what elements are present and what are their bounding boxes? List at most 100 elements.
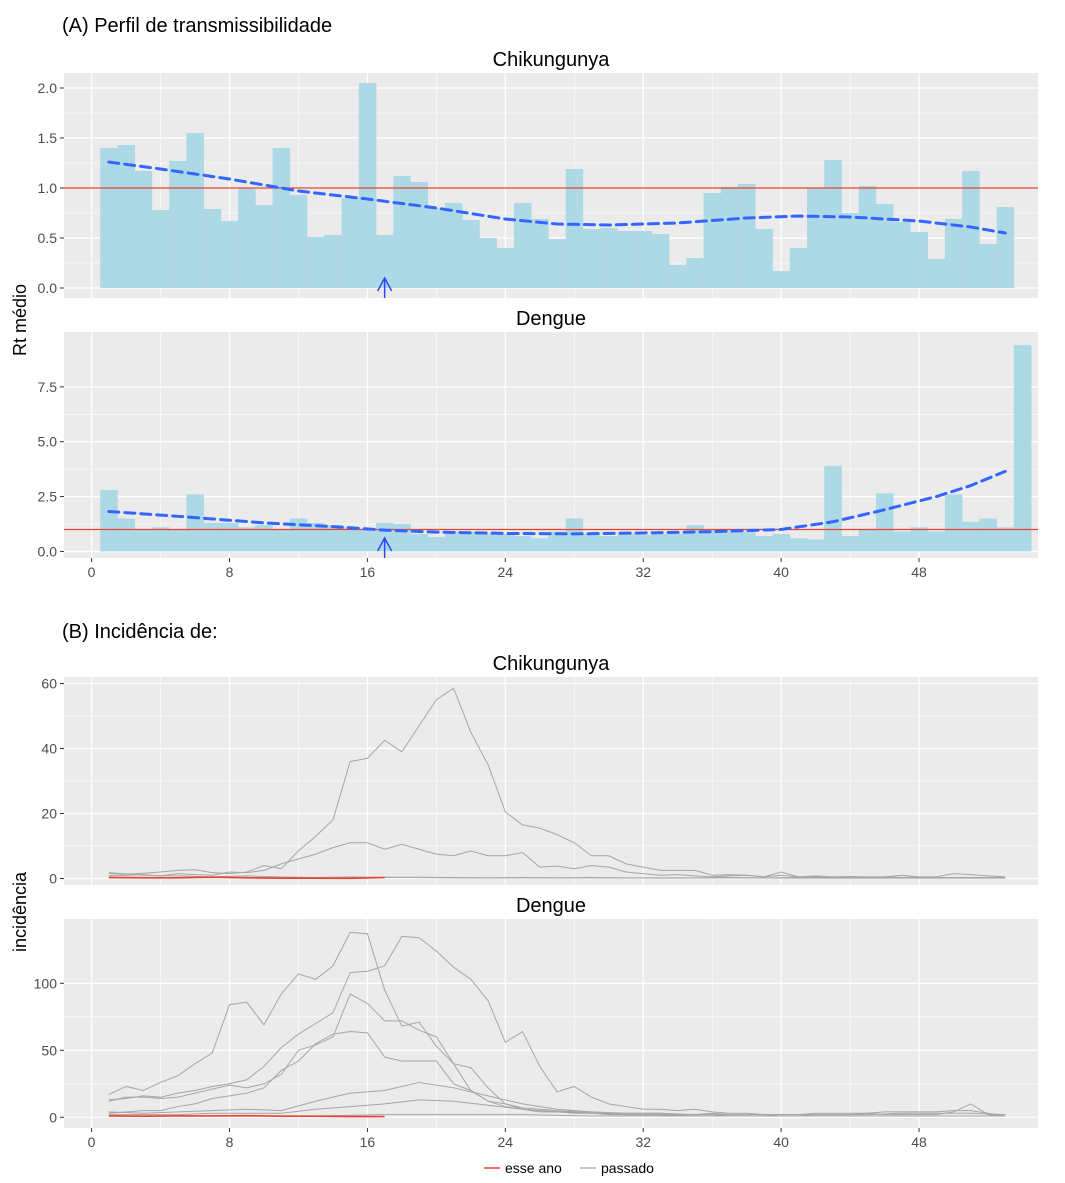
- bar: [496, 533, 515, 552]
- bar: [1013, 345, 1032, 552]
- bar: [220, 221, 239, 288]
- bar: [686, 258, 704, 288]
- bar: [169, 529, 187, 552]
- y-tick-label: 0.0: [38, 543, 58, 559]
- bar: [479, 533, 497, 552]
- x-tick-label: 16: [360, 1134, 376, 1150]
- bar: [341, 198, 360, 288]
- bar: [117, 145, 135, 288]
- y-tick-label: 0.5: [38, 230, 58, 246]
- bar: [669, 533, 687, 552]
- bar: [203, 209, 222, 288]
- bar: [617, 533, 635, 552]
- series-lines: [108, 687, 1006, 880]
- bar: [479, 238, 497, 288]
- y-tick-label: 1.0: [38, 180, 58, 196]
- bar: [806, 539, 825, 552]
- y-tick-label: 2.5: [38, 489, 58, 505]
- bar: [289, 195, 308, 288]
- bar: [255, 525, 273, 552]
- panel-title: Dengue: [516, 308, 586, 330]
- bar: [376, 235, 394, 288]
- y-tick-label: 0.0: [38, 280, 58, 296]
- bar: [410, 182, 429, 288]
- bar: [893, 531, 911, 552]
- x-tick-label: 48: [911, 1134, 927, 1150]
- bar: [393, 523, 411, 552]
- bar: [910, 527, 928, 552]
- bar: [755, 229, 773, 288]
- bar: [824, 465, 842, 552]
- bar: [582, 533, 601, 552]
- y-tick-label: 100: [34, 975, 58, 991]
- panel-background: [64, 919, 1038, 1128]
- x-tick-label: 0: [88, 564, 96, 580]
- bar: [324, 235, 342, 288]
- bar: [634, 534, 653, 552]
- bar: [531, 538, 549, 552]
- y-tick-label: 2.0: [38, 80, 58, 96]
- x-tick-label: 8: [226, 1134, 234, 1150]
- bar: [875, 204, 894, 288]
- x-tick-label: 40: [773, 1134, 789, 1150]
- legend-label-past: passado: [601, 1160, 654, 1176]
- current-week-arrowhead: [376, 536, 393, 552]
- bar: [927, 531, 946, 552]
- bar: [565, 169, 584, 288]
- x-tick-label: 24: [498, 564, 514, 580]
- bar: [617, 231, 635, 288]
- bar: [238, 527, 256, 552]
- bar: [169, 161, 187, 288]
- bar: [979, 518, 997, 552]
- bar: [496, 248, 515, 288]
- x-tick-label: 0: [88, 1134, 96, 1150]
- bar: [720, 530, 739, 552]
- y-tick-label: 40: [41, 741, 57, 757]
- past-series-line: [108, 1081, 1006, 1116]
- bar: [772, 533, 791, 552]
- panel-dengue-rt: Dengue 0.0 2.5 5.0 7.5 0 8 16 24 32 40 48: [38, 308, 1038, 580]
- legend: esse ano passado: [484, 1160, 654, 1176]
- bar: [548, 239, 566, 288]
- bar: [979, 244, 997, 288]
- x-tick-label: 16: [360, 564, 376, 580]
- y-tick-label: 1.5: [38, 130, 58, 146]
- bar: [841, 536, 860, 552]
- bar: [513, 536, 532, 552]
- bar: [358, 83, 377, 288]
- bars: [100, 83, 1015, 288]
- bar: [703, 193, 722, 288]
- bar: [203, 522, 222, 552]
- current-series-line: [108, 1114, 385, 1118]
- bar: [703, 529, 722, 552]
- bar: [410, 533, 429, 552]
- bar: [720, 187, 739, 288]
- y-tick-label: 7.5: [38, 379, 58, 395]
- x-tick-label: 32: [635, 564, 651, 580]
- bar: [910, 232, 928, 288]
- bar: [841, 213, 860, 288]
- y-tick-label: 50: [41, 1042, 57, 1058]
- panel-chikungunya-incidence: Chikungunya 0 20 40 60: [41, 653, 1038, 887]
- panel-title: Chikungunya: [493, 49, 611, 71]
- bar: [444, 203, 463, 288]
- bar: [393, 176, 411, 288]
- bar: [634, 231, 653, 288]
- bar: [789, 248, 808, 288]
- bar: [996, 527, 1015, 552]
- bar: [100, 148, 118, 288]
- bar: [151, 527, 170, 552]
- bar: [582, 229, 601, 288]
- bar: [427, 537, 446, 552]
- y-tick-label: 60: [41, 676, 57, 692]
- bar: [772, 271, 791, 288]
- bar: [151, 210, 170, 288]
- bar: [513, 203, 532, 288]
- bar: [100, 489, 118, 552]
- bar: [117, 518, 135, 552]
- bar: [738, 531, 756, 552]
- section-a-title: (A) Perfil de transmissibilidade: [62, 15, 332, 37]
- bar: [531, 219, 549, 288]
- x-tick-label: 48: [911, 564, 927, 580]
